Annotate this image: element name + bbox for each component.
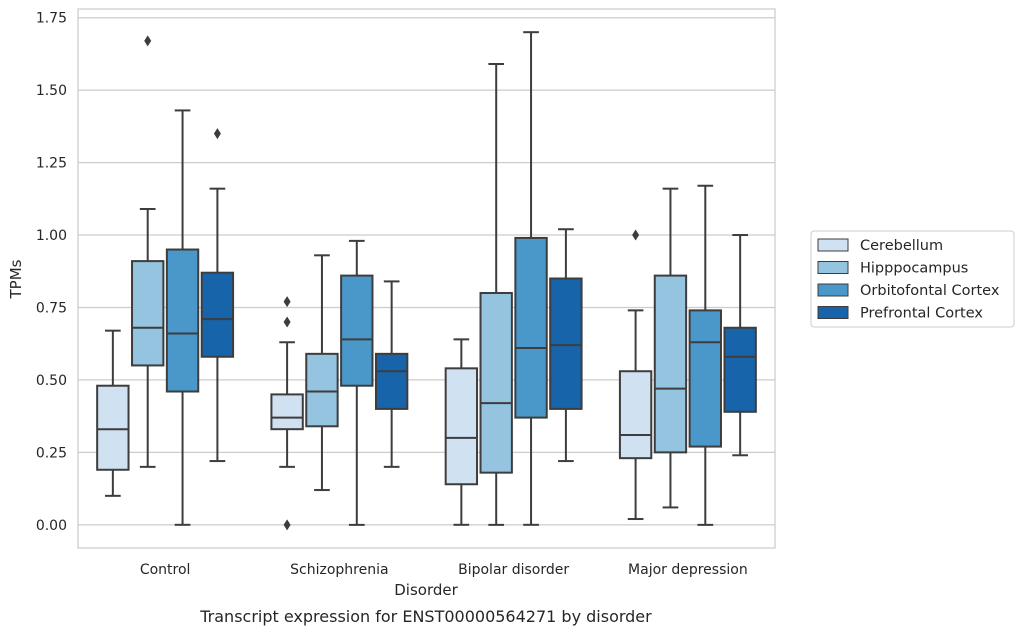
box-body	[444, 367, 479, 486]
box	[200, 128, 235, 463]
legend-swatch	[817, 261, 849, 274]
x-tick-label: Major depression	[628, 562, 748, 578]
box-body	[96, 384, 130, 471]
box-body	[479, 291, 513, 474]
legend-label: Hipppocampus	[860, 261, 968, 277]
y-axis-ticks: 0.00 0.25 0.50 0.75 1.00 1.25 1.50 1.75	[36, 11, 67, 534]
box	[340, 239, 374, 526]
box	[723, 234, 757, 457]
outlier-point	[283, 296, 291, 308]
plot-frame	[77, 8, 776, 549]
box	[514, 31, 548, 526]
box-body	[131, 260, 165, 367]
y-tick-label: 1.75	[36, 11, 67, 27]
x-tick-label: Schizophrenia	[290, 562, 388, 578]
box	[688, 184, 722, 526]
outlier-point	[213, 128, 221, 140]
outlier-point	[283, 316, 291, 328]
box	[131, 35, 165, 468]
y-tick-label: 0.75	[36, 300, 67, 316]
box	[479, 63, 513, 526]
box-body	[688, 309, 722, 448]
box	[374, 280, 409, 468]
legend-label: Cerebellum	[860, 238, 943, 254]
box-body	[305, 352, 339, 428]
legend-swatch	[817, 283, 849, 297]
box-body	[549, 277, 583, 410]
legend: Cerebellum Hipppocampus Orbitofontal Corte…	[810, 230, 1015, 328]
box-body	[270, 393, 304, 431]
box-body	[374, 352, 409, 410]
y-tick-label: 1.25	[36, 156, 67, 172]
y-axis-label: TPMs	[7, 259, 25, 299]
outlier-point	[283, 519, 291, 531]
outlier-point	[632, 229, 640, 241]
box	[96, 329, 130, 497]
x-axis-label: Disorder	[394, 581, 458, 599]
legend-swatch	[817, 306, 849, 319]
x-axis-ticks: Control Schizophrenia Bipolar disorder Majo…	[140, 562, 748, 578]
box	[653, 187, 688, 509]
outlier-point	[144, 35, 152, 47]
y-tick-label: 0.50	[36, 373, 67, 389]
x-tick-label: Bipolar disorder	[458, 562, 569, 578]
box	[165, 109, 200, 526]
y-tick-label: 0.25	[36, 445, 67, 461]
legend-swatch	[817, 238, 849, 252]
box	[270, 296, 304, 531]
box	[549, 228, 583, 463]
box	[444, 338, 479, 526]
y-tick-label: 0.00	[36, 518, 67, 534]
box-body	[165, 248, 200, 393]
boxes-layer	[96, 31, 757, 531]
y-tick-label: 1.50	[36, 83, 67, 99]
legend-label: Orbitofontal Cortex	[860, 283, 1000, 299]
box-body	[340, 274, 374, 387]
box-body	[653, 274, 688, 454]
legend-frame	[810, 230, 1015, 328]
x-tick-label: Control	[140, 562, 191, 578]
box-body	[723, 326, 757, 413]
y-tick-label: 1.00	[36, 228, 67, 244]
box-body	[200, 271, 235, 358]
box-body	[618, 370, 653, 460]
box	[618, 229, 653, 521]
legend-label: Prefrontal Cortex	[860, 306, 983, 322]
box	[305, 254, 339, 492]
box-body	[514, 236, 548, 419]
chart-caption: Transcript expression for ENST0000056427…	[199, 607, 652, 626]
